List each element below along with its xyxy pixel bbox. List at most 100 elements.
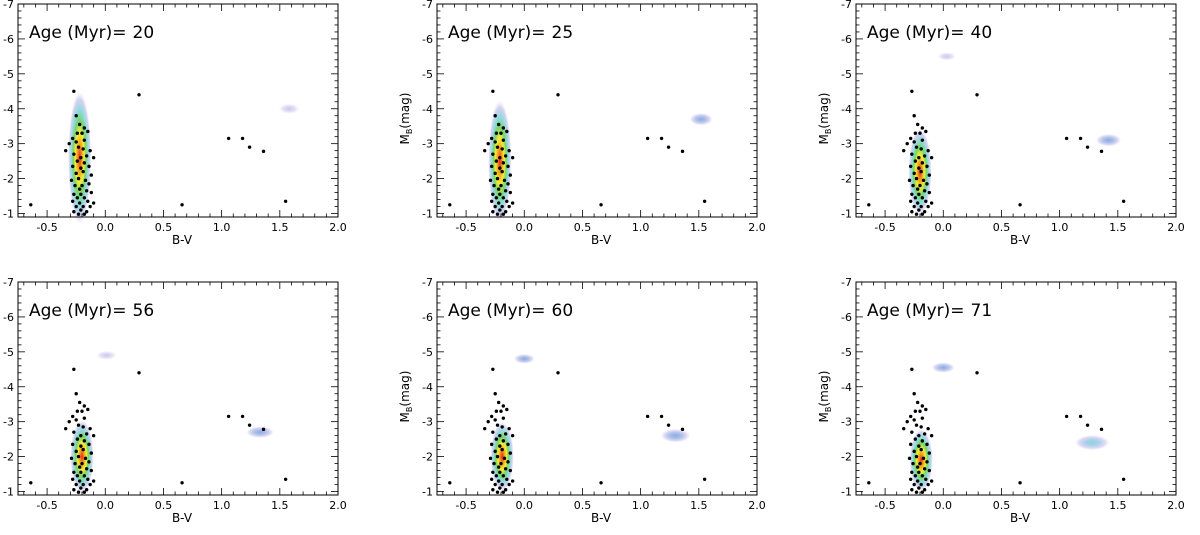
y-axis-title-sub: B — [824, 407, 833, 413]
star-point — [77, 187, 82, 191]
y-tick-label: -6 — [841, 311, 852, 324]
star-point — [927, 190, 932, 195]
plot-frame — [436, 281, 758, 496]
star-point — [505, 199, 509, 203]
star-point — [493, 392, 497, 396]
star-point — [491, 210, 495, 214]
star-point — [599, 481, 603, 485]
star-point — [493, 204, 497, 209]
star-point — [87, 460, 91, 464]
star-point — [91, 433, 96, 438]
star-point — [918, 131, 922, 135]
star-point — [87, 164, 91, 169]
star-point — [261, 427, 266, 432]
star-point — [913, 159, 918, 163]
y-tick-label: -3 — [3, 138, 14, 151]
star-point — [508, 190, 513, 195]
star-point — [912, 482, 916, 487]
star-point — [919, 447, 923, 452]
y-tick-label: -7 — [841, 276, 852, 289]
y-tick-label: -2 — [841, 451, 852, 464]
star-point — [500, 147, 504, 151]
star-point — [489, 477, 494, 481]
y-tick-label: -6 — [841, 33, 852, 46]
star-point — [913, 474, 918, 478]
y-tick-label: -3 — [841, 138, 852, 151]
y-axis-title-tail: (mag) — [817, 371, 831, 407]
star-point — [86, 199, 90, 203]
star-point — [483, 426, 487, 431]
star-point — [508, 468, 513, 473]
x-tick-label: 1.0 — [632, 499, 650, 512]
star-point — [920, 138, 925, 142]
star-point — [494, 474, 499, 478]
star-point — [905, 141, 909, 146]
star-point — [84, 432, 89, 436]
star-point — [915, 122, 920, 127]
star-point — [929, 433, 934, 438]
x-tick-label: 1.0 — [632, 221, 650, 234]
star-point — [75, 437, 80, 441]
star-point — [920, 161, 925, 165]
x-tick-label: 0.5 — [155, 221, 173, 234]
star-point — [89, 173, 94, 177]
star-point — [500, 169, 504, 174]
star-point — [702, 199, 707, 203]
y-axis-title: MB(mag) — [398, 371, 414, 423]
star-point — [506, 460, 510, 464]
star-point — [88, 148, 92, 153]
y-axis-title-sub: B — [405, 407, 414, 413]
star-point — [922, 210, 927, 214]
star-point — [77, 122, 82, 127]
star-point — [917, 486, 921, 490]
x-tick-label: -0.5 — [874, 499, 895, 512]
star-point — [79, 155, 83, 160]
star-point — [76, 454, 81, 459]
star-point — [501, 439, 506, 443]
star-point — [917, 208, 921, 212]
star-point — [922, 488, 927, 492]
star-point — [501, 212, 506, 216]
star-point — [507, 426, 511, 431]
star-point — [501, 474, 506, 478]
star-point — [82, 126, 87, 130]
star-point — [1064, 414, 1069, 419]
star-point — [67, 419, 71, 424]
y-tick-label: -5 — [841, 346, 852, 359]
star-point — [915, 465, 920, 469]
star-point — [912, 140, 916, 144]
star-point — [910, 152, 914, 156]
star-point — [499, 131, 503, 135]
star-point — [502, 178, 507, 183]
star-point — [919, 482, 923, 487]
star-point — [503, 488, 508, 492]
star-point — [496, 400, 501, 405]
star-point — [500, 482, 504, 487]
star-point — [491, 192, 495, 197]
star-point — [501, 126, 506, 130]
star-point — [448, 203, 452, 207]
y-tick-label: -1 — [3, 486, 14, 499]
x-tick-label: 2.0 — [748, 221, 766, 234]
y-tick-label: -1 — [3, 208, 14, 221]
star-point — [927, 468, 932, 473]
x-axis-title: B-V — [591, 511, 612, 525]
star-point — [79, 192, 83, 197]
star-point — [907, 456, 912, 461]
x-tick-label: 0.0 — [935, 221, 953, 234]
star-point — [494, 196, 499, 200]
star-point — [67, 141, 71, 146]
star-point — [506, 182, 510, 186]
x-tick-label: 1.0 — [213, 499, 231, 512]
star-point — [496, 465, 501, 469]
y-tick-label: -4 — [422, 103, 433, 116]
star-point — [75, 159, 80, 163]
star-point — [86, 477, 90, 481]
y-tick-label: -7 — [422, 276, 433, 289]
star-point — [77, 400, 82, 405]
star-point — [75, 409, 80, 413]
y-tick-label: -6 — [422, 311, 433, 324]
star-point — [82, 416, 87, 420]
star-point — [917, 433, 921, 438]
y-tick-label: -3 — [3, 416, 14, 429]
